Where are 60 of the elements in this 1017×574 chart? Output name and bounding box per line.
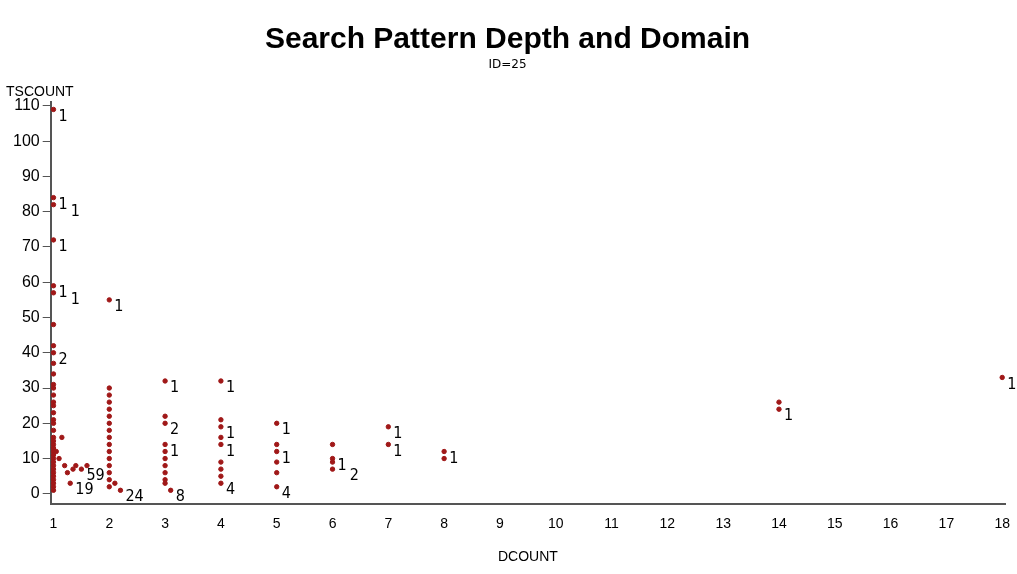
annotation: 1 (1007, 373, 1017, 393)
y-tick-label: 0 (30, 484, 40, 502)
x-tick-label: 18 (994, 514, 1011, 531)
annotation: 1 (70, 200, 80, 220)
annotation: 1 (225, 377, 236, 397)
annotation: 1 (281, 447, 291, 467)
chart-title: Search Pattern Depth and Domain (264, 21, 751, 55)
x-tick-label: 13 (715, 514, 732, 531)
x-tick-label: 2 (105, 514, 114, 531)
annotation: 2 (170, 419, 180, 439)
x-tick-label: 11 (604, 514, 620, 531)
annotation: 1 (70, 288, 80, 308)
annotation: 1 (449, 447, 459, 467)
annotation: 8 (175, 486, 185, 506)
x-tick-label: 5 (272, 514, 281, 531)
annotation: 1 (58, 105, 68, 125)
chart-subtitle: ID=25 (488, 57, 527, 72)
annotation: 1 (783, 405, 794, 425)
annotation: 1 (393, 422, 403, 442)
annotation: 1 (225, 422, 236, 442)
annotation: 4 (281, 482, 291, 502)
x-tick-label: 12 (659, 514, 676, 531)
x-tick-label: 1 (49, 514, 58, 531)
annotation: 1 (114, 296, 124, 316)
annotation: 1 (393, 440, 403, 460)
x-axis-title: DCOUNT (497, 548, 559, 565)
y-tick-label: 100 (12, 131, 40, 149)
y-tick-label: 80 (21, 202, 40, 220)
annotation: 1 (170, 440, 180, 460)
annotation: 2 (349, 465, 359, 485)
annotation: 1 (58, 236, 68, 256)
annotation: 1 (337, 454, 347, 474)
x-tick-label: 7 (384, 514, 393, 531)
annotation: 1 (281, 419, 291, 439)
x-tick-label: 10 (547, 514, 564, 531)
y-tick-label: 30 (21, 378, 40, 396)
x-tick-label: 15 (827, 514, 843, 531)
annotation: 1 (170, 377, 180, 397)
x-tick-label: 6 (328, 514, 337, 531)
y-tick-label: 110 (14, 96, 40, 114)
x-tick-label: 8 (440, 514, 449, 531)
annotation: 1 (58, 281, 68, 301)
y-tick-label: 90 (21, 166, 40, 184)
y-tick-label: 20 (21, 413, 40, 431)
annotation: 1 (225, 440, 236, 460)
annotation: 4 (225, 479, 236, 499)
x-tick-label: 16 (882, 514, 899, 531)
x-tick-label: 14 (771, 514, 787, 531)
y-tick-label: 10 (21, 448, 40, 466)
annotation: 2 (58, 348, 68, 368)
y-tick-label: 50 (21, 307, 40, 325)
x-tick-label: 9 (496, 514, 505, 531)
x-tick-label: 17 (938, 514, 955, 531)
y-tick-label: 40 (21, 343, 40, 361)
annotation: 1 (58, 193, 68, 213)
annotation: 24 (125, 486, 144, 506)
y-tick-label: 70 (21, 237, 40, 255)
x-tick-label: 4 (217, 514, 226, 531)
y-tick-label: 60 (21, 272, 40, 290)
x-tick-label: 3 (161, 514, 170, 531)
